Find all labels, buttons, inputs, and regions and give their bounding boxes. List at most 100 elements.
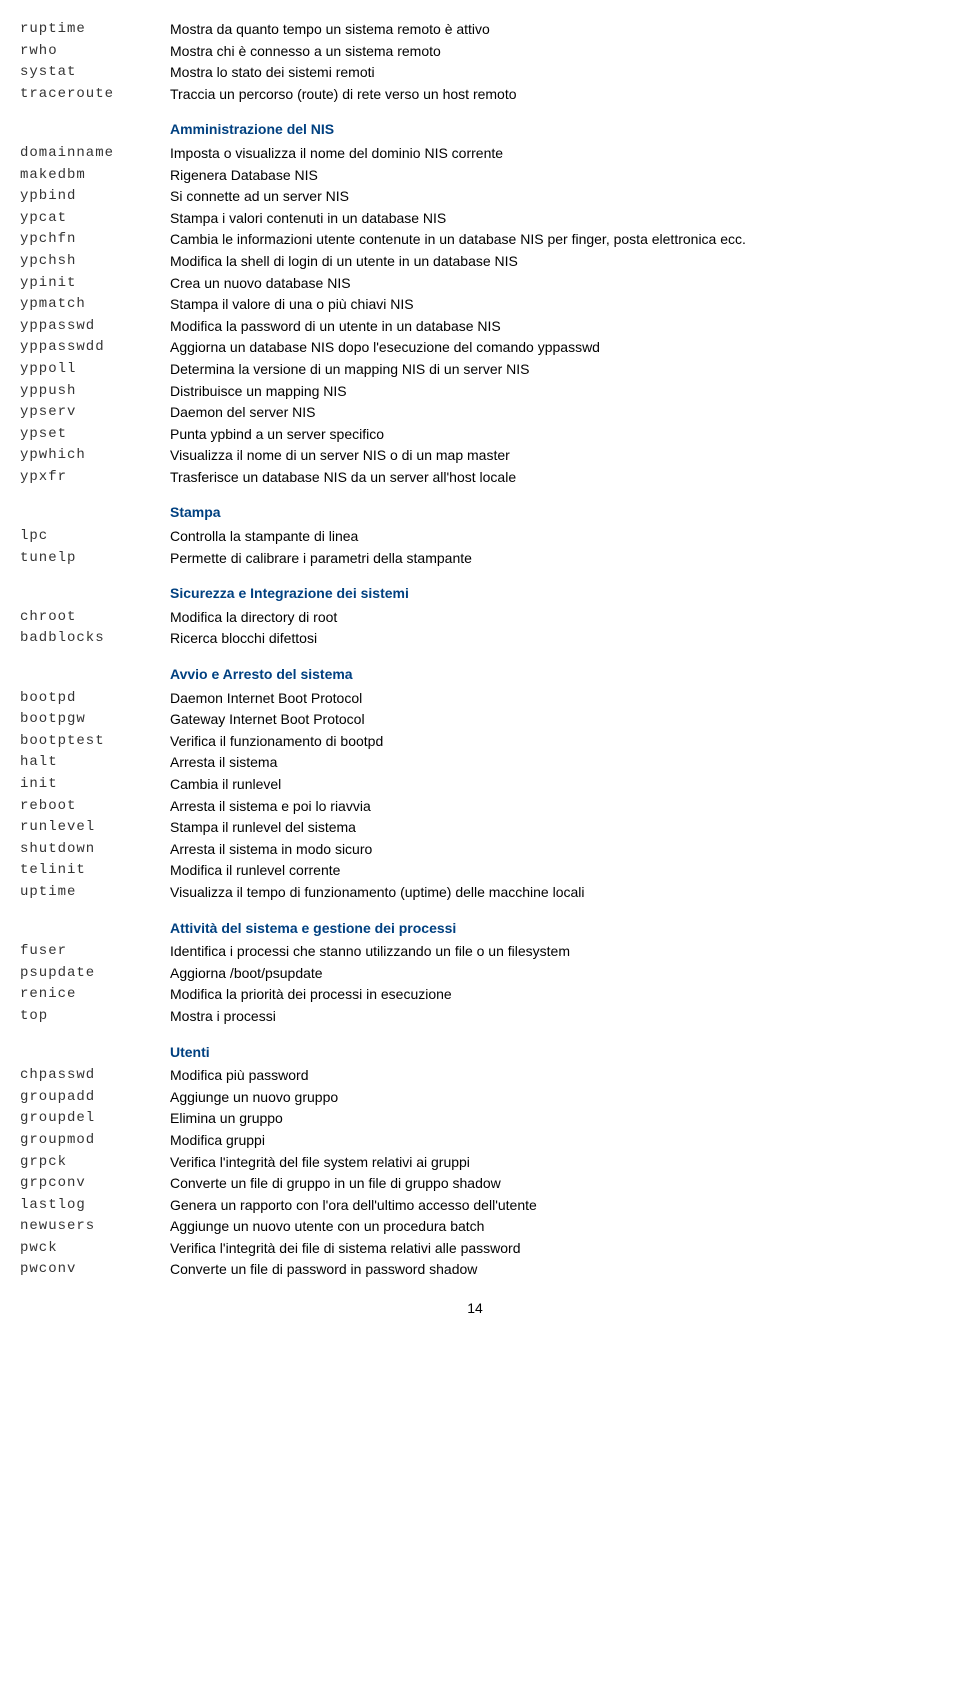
command-name: lastlog xyxy=(20,1196,170,1216)
command-description: Mostra lo stato dei sistemi remoti xyxy=(170,63,930,83)
command-row: ypchfnCambia le informazioni utente cont… xyxy=(20,230,930,250)
command-description: Determina la versione di un mapping NIS … xyxy=(170,360,930,380)
command-description: Cambia il runlevel xyxy=(170,775,930,795)
command-description: Aggiorna /boot/psupdate xyxy=(170,964,930,984)
command-name: top xyxy=(20,1007,170,1027)
command-description: Modifica la directory di root xyxy=(170,608,930,628)
command-name: makedbm xyxy=(20,166,170,186)
section-heading: Sicurezza e Integrazione dei sistemi xyxy=(170,584,930,604)
command-row: lpcControlla la stampante di linea xyxy=(20,527,930,547)
command-name: ypxfr xyxy=(20,468,170,488)
command-description: Arresta il sistema in modo sicuro xyxy=(170,840,930,860)
command-row: ypwhichVisualizza il nome di un server N… xyxy=(20,446,930,466)
command-name: pwconv xyxy=(20,1260,170,1280)
command-description: Si connette ad un server NIS xyxy=(170,187,930,207)
command-name: yppoll xyxy=(20,360,170,380)
command-description: Distribuisce un mapping NIS xyxy=(170,382,930,402)
command-row: yppasswddAggiorna un database NIS dopo l… xyxy=(20,338,930,358)
command-description: Crea un nuovo database NIS xyxy=(170,274,930,294)
section-heading: Amministrazione del NIS xyxy=(170,120,930,140)
command-description: Arresta il sistema xyxy=(170,753,930,773)
command-description: Modifica il runlevel corrente xyxy=(170,861,930,881)
command-description: Stampa il valore di una o più chiavi NIS xyxy=(170,295,930,315)
section-heading-row: Avvio e Arresto del sistema xyxy=(20,651,930,687)
command-description: Cambia le informazioni utente contenute … xyxy=(170,230,930,250)
command-row: ypcatStampa i valori contenuti in un dat… xyxy=(20,209,930,229)
command-name: renice xyxy=(20,985,170,1005)
command-description: Rigenera Database NIS xyxy=(170,166,930,186)
command-name: grpck xyxy=(20,1153,170,1173)
command-description: Aggiunge un nuovo gruppo xyxy=(170,1088,930,1108)
command-row: rwhoMostra chi è connesso a un sistema r… xyxy=(20,42,930,62)
command-description: Modifica più password xyxy=(170,1066,930,1086)
command-row: ypbindSi connette ad un server NIS xyxy=(20,187,930,207)
command-name: badblocks xyxy=(20,629,170,649)
command-row: psupdateAggiorna /boot/psupdate xyxy=(20,964,930,984)
command-row: groupdelElimina un gruppo xyxy=(20,1109,930,1129)
command-name: chpasswd xyxy=(20,1066,170,1086)
command-description: Genera un rapporto con l'ora dell'ultimo… xyxy=(170,1196,930,1216)
command-name: newusers xyxy=(20,1217,170,1237)
command-row: telinitModifica il runlevel corrente xyxy=(20,861,930,881)
command-name: ypset xyxy=(20,425,170,445)
command-description: Daemon Internet Boot Protocol xyxy=(170,689,930,709)
command-description: Converte un file di gruppo in un file di… xyxy=(170,1174,930,1194)
command-name: yppush xyxy=(20,382,170,402)
command-row: groupaddAggiunge un nuovo gruppo xyxy=(20,1088,930,1108)
command-description: Trasferisce un database NIS da un server… xyxy=(170,468,930,488)
command-description: Daemon del server NIS xyxy=(170,403,930,423)
command-name: ypwhich xyxy=(20,446,170,466)
command-row: fuserIdentifica i processi che stanno ut… xyxy=(20,942,930,962)
command-description: Mostra i processi xyxy=(170,1007,930,1027)
command-description: Elimina un gruppo xyxy=(170,1109,930,1129)
command-name: yppasswd xyxy=(20,317,170,337)
section-heading: Utenti xyxy=(170,1043,930,1063)
command-row: newusersAggiunge un nuovo utente con un … xyxy=(20,1217,930,1237)
command-description: Modifica la password di un utente in un … xyxy=(170,317,930,337)
command-description: Visualizza il nome di un server NIS o di… xyxy=(170,446,930,466)
command-name: groupmod xyxy=(20,1131,170,1151)
command-row: makedbmRigenera Database NIS xyxy=(20,166,930,186)
command-name: chroot xyxy=(20,608,170,628)
command-description: Aggiunge un nuovo utente con un procedur… xyxy=(170,1217,930,1237)
command-description: Identifica i processi che stanno utilizz… xyxy=(170,942,930,962)
command-description: Verifica l'integrità dei file di sistema… xyxy=(170,1239,930,1259)
section-heading: Stampa xyxy=(170,503,930,523)
command-row: ypservDaemon del server NIS xyxy=(20,403,930,423)
command-description: Mostra da quanto tempo un sistema remoto… xyxy=(170,20,930,40)
command-name: ypserv xyxy=(20,403,170,423)
command-row: yppushDistribuisce un mapping NIS xyxy=(20,382,930,402)
command-row: bootpdDaemon Internet Boot Protocol xyxy=(20,689,930,709)
command-row: groupmodModifica gruppi xyxy=(20,1131,930,1151)
command-name: ypchfn xyxy=(20,230,170,250)
command-row: ypchshModifica la shell di login di un u… xyxy=(20,252,930,272)
command-description: Visualizza il tempo di funzionamento (up… xyxy=(170,883,930,903)
section-heading: Attività del sistema e gestione dei proc… xyxy=(170,919,930,939)
command-row: systatMostra lo stato dei sistemi remoti xyxy=(20,63,930,83)
command-description: Verifica l'integrità del file system rel… xyxy=(170,1153,930,1173)
command-name: reboot xyxy=(20,797,170,817)
command-description: Traccia un percorso (route) di rete vers… xyxy=(170,85,930,105)
command-name: runlevel xyxy=(20,818,170,838)
command-name: shutdown xyxy=(20,840,170,860)
command-name: groupdel xyxy=(20,1109,170,1129)
command-row: ruptimeMostra da quanto tempo un sistema… xyxy=(20,20,930,40)
command-name: ruptime xyxy=(20,20,170,40)
command-row: yppollDetermina la versione di un mappin… xyxy=(20,360,930,380)
command-name: ypbind xyxy=(20,187,170,207)
command-row: chrootModifica la directory di root xyxy=(20,608,930,628)
command-description: Stampa i valori contenuti in un database… xyxy=(170,209,930,229)
command-description: Ricerca blocchi difettosi xyxy=(170,629,930,649)
section-heading-row: Utenti xyxy=(20,1029,930,1065)
command-name: traceroute xyxy=(20,85,170,105)
command-name: psupdate xyxy=(20,964,170,984)
command-row: runlevelStampa il runlevel del sistema xyxy=(20,818,930,838)
command-row: tunelpPermette di calibrare i parametri … xyxy=(20,549,930,569)
command-description: Converte un file di password in password… xyxy=(170,1260,930,1280)
command-description: Modifica la shell di login di un utente … xyxy=(170,252,930,272)
command-row: shutdownArresta il sistema in modo sicur… xyxy=(20,840,930,860)
command-name: pwck xyxy=(20,1239,170,1259)
command-description: Modifica gruppi xyxy=(170,1131,930,1151)
command-name: ypchsh xyxy=(20,252,170,272)
command-name: fuser xyxy=(20,942,170,962)
